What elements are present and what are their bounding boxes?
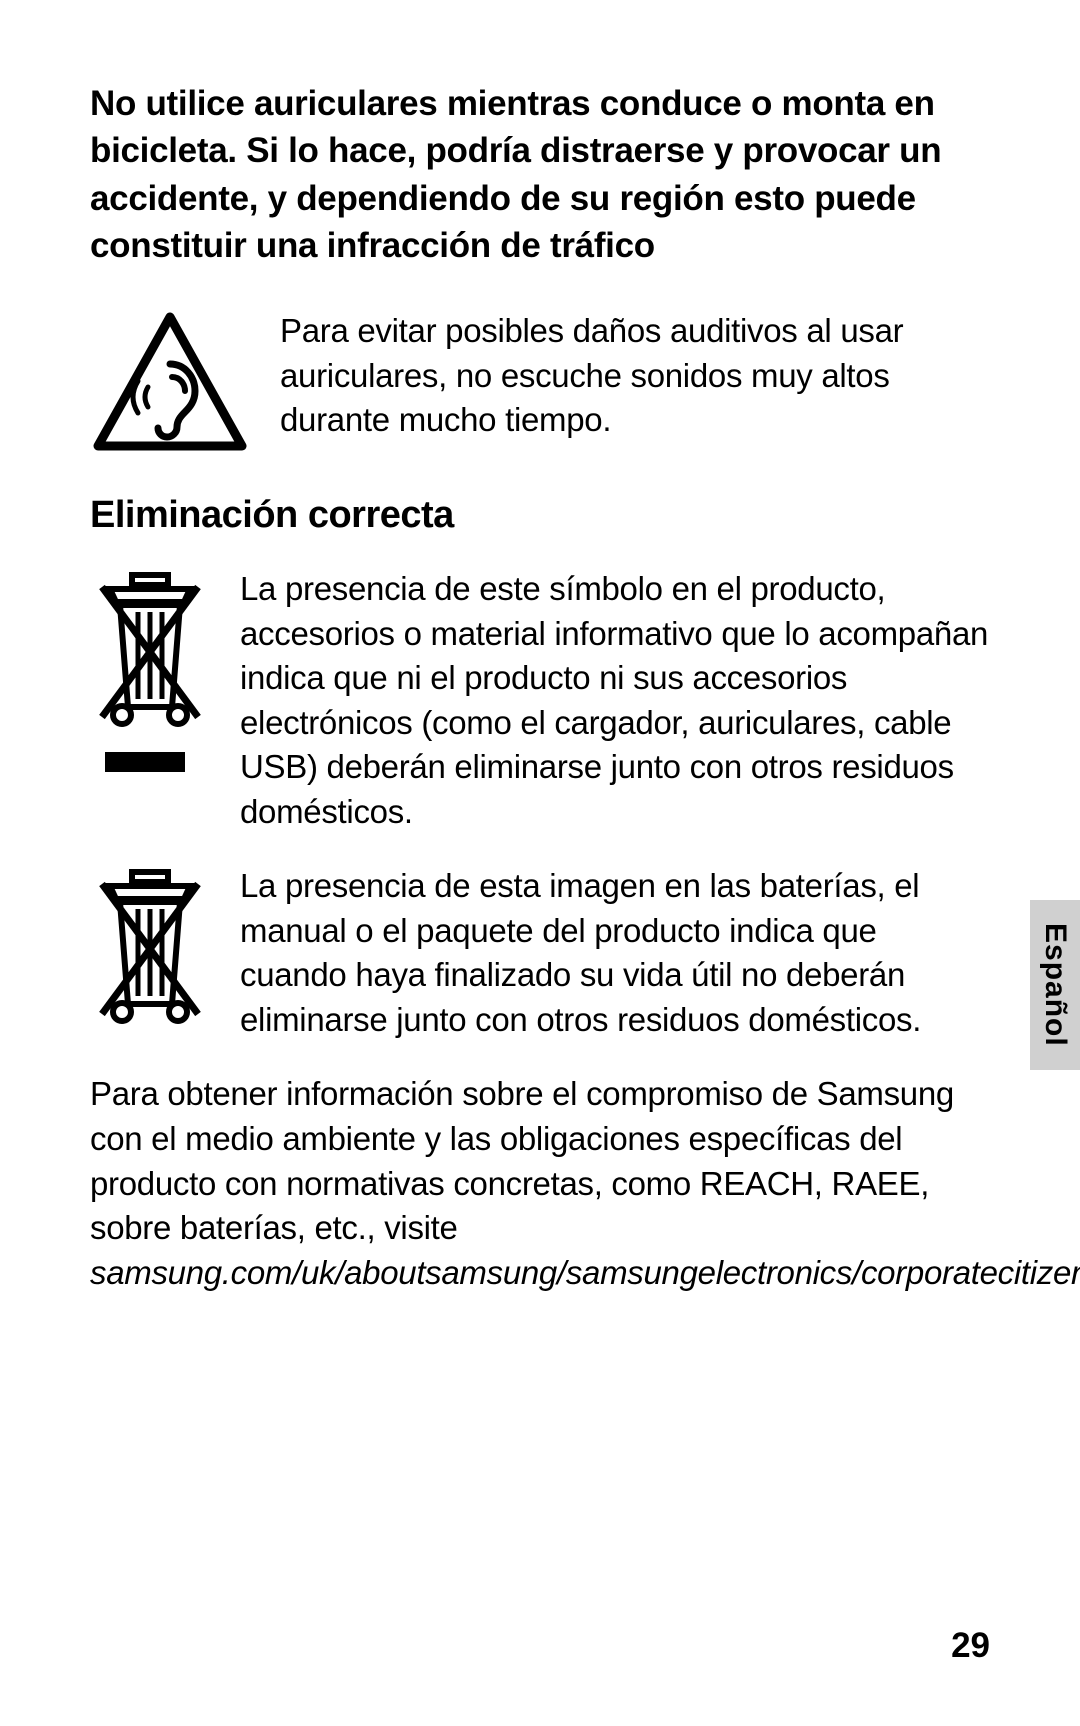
footer-text: Para obtener información sobre el compro… bbox=[90, 1075, 954, 1246]
language-tab-label: Español bbox=[1038, 923, 1072, 1047]
disposal-text-1: La presencia de este símbolo en el produ… bbox=[240, 567, 990, 834]
disposal-heading: Eliminación correcta bbox=[90, 494, 990, 537]
hearing-warning-row: Para evitar posibles daños auditivos al … bbox=[90, 309, 990, 454]
document-page: No utilice auriculares mientras conduce … bbox=[0, 0, 1080, 1726]
hearing-warning-icon bbox=[90, 309, 250, 454]
footer-paragraph: Para obtener información sobre el compro… bbox=[90, 1072, 990, 1295]
warning-heading: No utilice auriculares mientras conduce … bbox=[90, 80, 990, 269]
disposal-row-2: La presencia de esta imagen en las bater… bbox=[90, 864, 990, 1042]
disposal-text-2: La presencia de esta imagen en las bater… bbox=[240, 864, 990, 1042]
underline-bar-icon bbox=[105, 752, 185, 772]
crossed-bin-with-bar-icon bbox=[90, 567, 210, 772]
disposal-row-1: La presencia de este símbolo en el produ… bbox=[90, 567, 990, 834]
page-number: 29 bbox=[951, 1626, 990, 1666]
language-tab: Español bbox=[1030, 900, 1080, 1070]
footer-url: samsung.com/uk/aboutsamsung/samsungelect… bbox=[90, 1254, 1080, 1291]
crossed-bin-icon bbox=[90, 864, 210, 1024]
hearing-warning-text: Para evitar posibles daños auditivos al … bbox=[280, 309, 990, 443]
